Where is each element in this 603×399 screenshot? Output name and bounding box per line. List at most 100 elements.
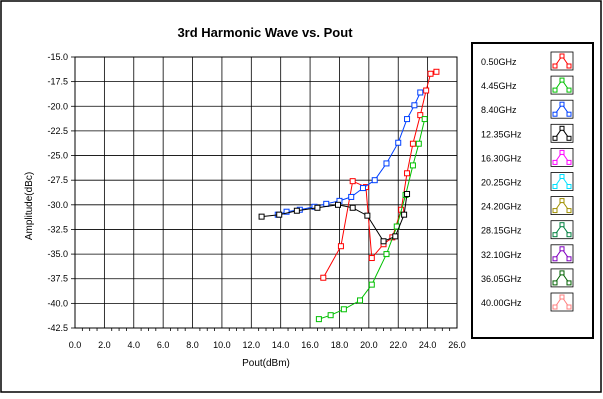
x-tick-label: 12.0 bbox=[243, 340, 261, 350]
legend-marker-icon bbox=[552, 232, 558, 238]
legend-marker-icon bbox=[552, 135, 558, 141]
data-point bbox=[404, 190, 411, 197]
legend-marker-icon bbox=[566, 63, 572, 69]
data-point bbox=[427, 70, 434, 77]
x-tick-label: 0.0 bbox=[69, 340, 82, 350]
data-point bbox=[359, 185, 366, 192]
data-point bbox=[409, 162, 416, 169]
y-tick-label: -17.5 bbox=[47, 77, 68, 87]
data-point bbox=[433, 68, 440, 75]
data-point bbox=[383, 160, 390, 167]
data-point bbox=[327, 312, 334, 319]
legend-marker-icon bbox=[566, 87, 572, 93]
y-tick-label: -15.0 bbox=[47, 52, 68, 62]
legend-entry: 24.20GHz bbox=[481, 196, 574, 216]
data-point bbox=[293, 207, 300, 214]
x-tick-label: 4.0 bbox=[128, 340, 141, 350]
data-point bbox=[334, 201, 341, 208]
y-tick-label: -40.0 bbox=[47, 298, 68, 308]
legend-marker-icon bbox=[566, 184, 572, 189]
data-point bbox=[368, 281, 375, 288]
x-tick-label: 18.0 bbox=[331, 340, 349, 350]
legend-marker-icon bbox=[566, 256, 572, 262]
legend-marker-icon bbox=[552, 87, 558, 93]
x-tick-label: 26.0 bbox=[448, 340, 466, 350]
y-axis-label: Amplitude(dBc) bbox=[24, 172, 35, 240]
data-point bbox=[349, 178, 356, 185]
series-4.45GHz bbox=[315, 116, 428, 323]
x-tick-label: 2.0 bbox=[98, 340, 111, 350]
data-point bbox=[404, 170, 411, 177]
x-tick-label: 16.0 bbox=[301, 340, 319, 350]
legend-label: 28.15GHz bbox=[481, 226, 522, 236]
legend-marker-icon bbox=[566, 232, 572, 238]
legend-label: 20.25GHz bbox=[481, 178, 522, 188]
x-tick-label: 24.0 bbox=[419, 340, 437, 350]
legend-entry: 8.40GHz bbox=[481, 99, 574, 119]
y-tick-label: -22.5 bbox=[47, 126, 68, 136]
plot-area-border bbox=[74, 56, 458, 329]
data-point bbox=[315, 316, 322, 323]
legend-marker-icon bbox=[559, 149, 565, 155]
data-point bbox=[276, 211, 283, 218]
legend-marker-icon bbox=[559, 53, 565, 59]
x-tick-label: 14.0 bbox=[272, 340, 290, 350]
x-axis-ticks: 0.0 2.0 4.0 6.0 8.0 10.0 12.0 14.0 16.0 18.0 20.0 2… bbox=[69, 328, 466, 350]
data-point bbox=[320, 274, 327, 281]
legend-label: 36.05GHz bbox=[481, 274, 522, 284]
legend-entry: 40.00GHz bbox=[481, 292, 574, 312]
legend-marker-icon bbox=[552, 111, 558, 117]
legend-marker-icon bbox=[559, 198, 565, 204]
y-tick-label: -25.0 bbox=[47, 151, 68, 161]
series-layer bbox=[258, 68, 440, 323]
y-tick-label: -20.0 bbox=[47, 101, 68, 111]
legend-entry: 20.25GHz bbox=[481, 172, 574, 191]
data-point bbox=[409, 140, 416, 147]
legend-marker-icon bbox=[552, 304, 558, 310]
legend-label: 0.50GHz bbox=[481, 57, 517, 67]
x-tick-label: 10.0 bbox=[213, 340, 231, 350]
data-point bbox=[392, 233, 399, 240]
legend-marker-icon bbox=[552, 159, 558, 165]
legend-marker-icon bbox=[566, 135, 572, 141]
legend-marker-icon bbox=[559, 125, 565, 131]
legend-marker-icon bbox=[566, 208, 572, 214]
data-point bbox=[371, 177, 378, 184]
y-tick-label: -37.5 bbox=[47, 274, 68, 284]
legend-marker-icon bbox=[559, 101, 565, 107]
data-point bbox=[364, 212, 371, 219]
data-point bbox=[417, 112, 424, 119]
data-point bbox=[395, 139, 402, 146]
legend-marker-icon bbox=[552, 208, 558, 214]
data-point bbox=[383, 251, 390, 258]
legend-marker-icon bbox=[559, 246, 565, 252]
data-point bbox=[411, 102, 418, 109]
legend-marker-icon bbox=[559, 270, 565, 276]
legend-marker-icon bbox=[552, 256, 558, 262]
legend-marker-icon bbox=[559, 174, 565, 179]
data-point bbox=[401, 211, 408, 218]
x-tick-label: 20.0 bbox=[360, 340, 378, 350]
data-point bbox=[421, 116, 428, 123]
data-point bbox=[417, 89, 424, 96]
legend-label: 24.20GHz bbox=[481, 202, 522, 212]
legend-label: 12.35GHz bbox=[481, 129, 522, 139]
y-tick-label: -27.5 bbox=[47, 175, 68, 185]
legend-label: 16.30GHz bbox=[481, 153, 522, 163]
legend-label: 40.00GHz bbox=[481, 298, 522, 308]
legend-marker-icon bbox=[552, 63, 558, 69]
y-axis-ticks: -15.0 -17.5 -20.0 -22.5 -25.0 -27.5 -30.0 -32.5… bbox=[47, 52, 75, 333]
legend-entry: 28.15GHz bbox=[481, 220, 574, 240]
y-tick-label: -35.0 bbox=[47, 249, 68, 259]
legend: 0.50GHz 4.45GHz 8.40GHz 12.35GHz 16.30GHz 20.… bbox=[481, 51, 574, 312]
y-tick-label: -32.5 bbox=[47, 224, 68, 234]
legend-marker-icon bbox=[559, 222, 565, 228]
legend-marker-icon bbox=[566, 304, 572, 310]
x-tick-label: 8.0 bbox=[186, 340, 199, 350]
data-point bbox=[349, 204, 356, 211]
data-point bbox=[323, 200, 330, 207]
legend-marker-icon bbox=[566, 280, 572, 286]
y-tick-label: -30.0 bbox=[47, 200, 68, 210]
data-point bbox=[348, 193, 355, 200]
